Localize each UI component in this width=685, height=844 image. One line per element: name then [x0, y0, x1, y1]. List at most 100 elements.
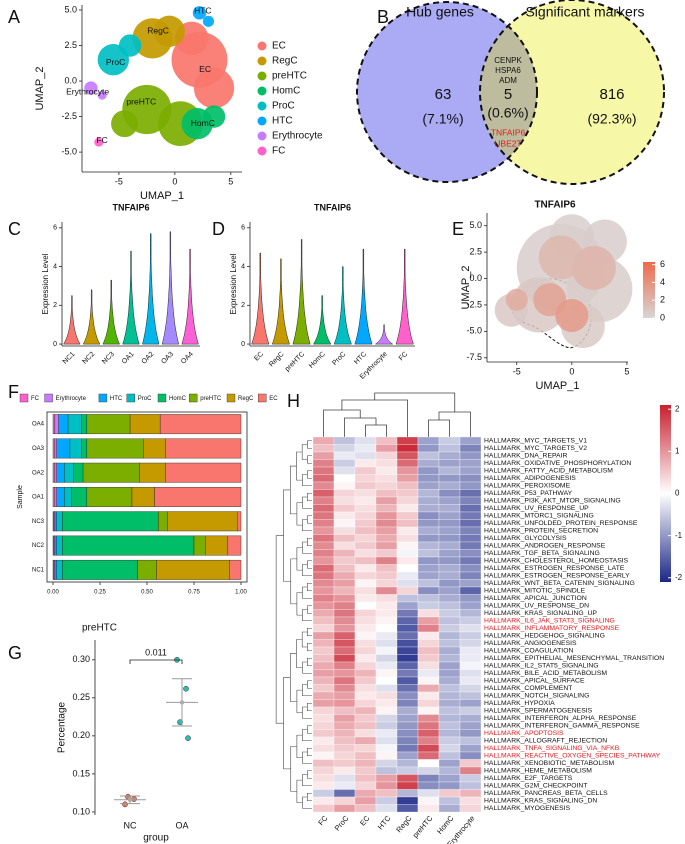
x-tick-label: 0	[172, 176, 177, 186]
heat-cell	[312, 744, 335, 753]
gene: ADM	[499, 76, 517, 85]
legend-label: HTC	[110, 396, 123, 402]
heat-cell	[438, 451, 461, 460]
y-tick-label: 0.20	[72, 730, 90, 740]
heat-cell	[396, 459, 419, 468]
heat-cell	[333, 481, 356, 490]
bar-segment	[167, 511, 238, 532]
heat-cell	[354, 691, 377, 700]
violin	[181, 248, 199, 345]
heat-cell	[459, 481, 482, 490]
heat-cell	[459, 639, 482, 648]
heat-cell	[459, 774, 482, 783]
heat-cell	[438, 526, 461, 535]
row-label: HALLMARK_P53_PATHWAY	[484, 490, 573, 497]
heat-cell	[333, 534, 356, 543]
heat-cell	[396, 669, 419, 678]
row-label: HALLMARK_UNFOLDED_PROTEIN_RESPONSE	[484, 520, 638, 527]
heat-cell	[375, 721, 398, 730]
highlight-gene: UBE2T	[494, 138, 521, 148]
bar-segment	[56, 559, 63, 580]
row-label: HALLMARK_APICAL_SURFACE	[484, 678, 585, 685]
heat-cell	[417, 684, 440, 693]
violin	[251, 252, 270, 345]
heat-cell	[396, 654, 419, 663]
heat-cell	[396, 736, 419, 745]
heat-cell	[375, 511, 398, 520]
heat-cell	[459, 594, 482, 603]
row-dendrogram	[275, 535, 284, 724]
heat-cell	[417, 609, 440, 618]
heat-cell	[333, 706, 356, 715]
x-tick-label: 0.75	[188, 590, 200, 596]
heat-cell	[312, 624, 335, 633]
legend-swatch	[257, 71, 267, 81]
cluster-label: FC	[96, 135, 107, 145]
heat-cell	[396, 706, 419, 715]
heat-cell	[417, 661, 440, 670]
heat-cell	[417, 721, 440, 730]
heat-cell	[459, 609, 482, 618]
heat-cell	[396, 519, 419, 528]
row-label: HALLMARK_ANGIOGENESIS	[484, 640, 577, 647]
heat-cell	[417, 699, 440, 708]
point	[122, 801, 128, 808]
heat-cell	[354, 451, 377, 460]
heat-cell	[312, 751, 335, 760]
legend-swatch	[98, 393, 108, 403]
heat-cell	[396, 451, 419, 460]
heat-cell	[333, 541, 356, 550]
heat-cell	[312, 519, 335, 528]
y-axis-label: UMAP_2	[34, 66, 46, 110]
cluster-cells	[202, 15, 215, 27]
heat-cell	[459, 706, 482, 715]
heat-cell	[396, 774, 419, 783]
p-value: 0.011	[145, 647, 167, 657]
heat-cell	[354, 729, 377, 738]
heat-cell	[459, 781, 482, 790]
heat-cell	[438, 766, 461, 775]
heat-cell	[396, 466, 419, 475]
cells	[538, 235, 583, 280]
bar-segment	[52, 438, 56, 459]
bar-segment	[227, 535, 242, 556]
heat-cell	[354, 721, 377, 730]
heat-cell	[354, 759, 377, 768]
heat-cell	[438, 496, 461, 505]
row-label: HALLMARK_PI3K_AKT_MTOR_SIGNALING	[484, 498, 621, 505]
heat-cell	[312, 564, 335, 573]
heat-cell	[396, 534, 419, 543]
row-label: HALLMARK_INTERFERON_GAMMA_RESPONSE	[484, 723, 640, 730]
legend-swatch	[258, 393, 267, 403]
heat-cell	[333, 714, 356, 723]
heat-cell	[417, 481, 440, 490]
heat-cell	[438, 519, 461, 528]
heat-cell	[396, 586, 419, 595]
heat-cell	[333, 609, 356, 618]
y-tick-label: 0.0	[64, 75, 77, 85]
heat-cell	[417, 511, 440, 520]
count: 63	[435, 86, 452, 103]
legend-label: EC	[272, 41, 286, 52]
heat-cell	[312, 616, 335, 625]
row-label: HALLMARK_PANCREAS_BETA_CELLS	[484, 790, 608, 797]
heat-cell	[459, 451, 482, 460]
heat-cell	[354, 616, 377, 625]
heat-cell	[396, 789, 419, 798]
heat-cell	[354, 504, 377, 513]
heat-cell	[375, 766, 398, 775]
heat-cell	[417, 489, 440, 498]
heat-cell	[312, 639, 335, 648]
heat-cell	[354, 789, 377, 798]
heat-cell	[375, 796, 398, 805]
legend-label: FC	[272, 146, 285, 157]
point	[185, 735, 191, 742]
row-label: HALLMARK_TNFA_SIGNALING_VIA_NFKB	[484, 745, 620, 752]
row-dendrogram	[296, 639, 303, 668]
y-tick-label: 6	[241, 225, 245, 232]
bar-segment	[54, 487, 57, 507]
heat-cell	[375, 774, 398, 783]
violin	[122, 250, 140, 345]
legend-swatch	[126, 393, 136, 403]
heat-cell	[396, 744, 419, 753]
